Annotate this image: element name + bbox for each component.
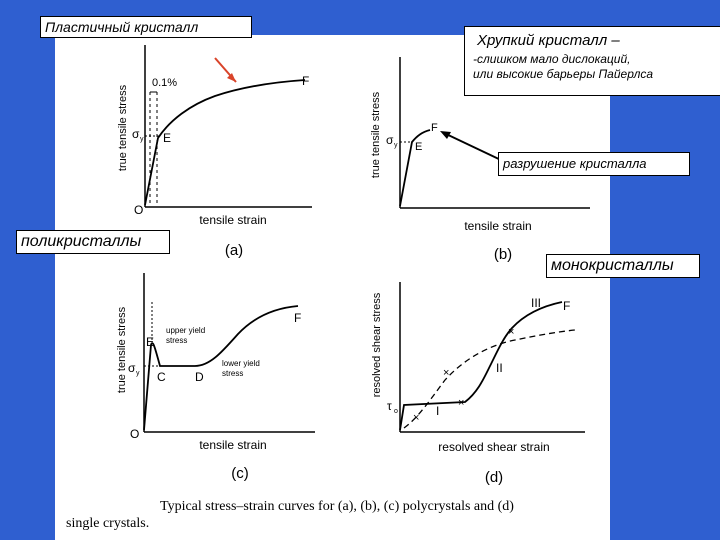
- panel-c-xlabel: tensile strain: [199, 438, 266, 452]
- panel-c-ylabel: true tensile stress: [116, 306, 128, 393]
- panel-b-ylabel: true tensile stress: [370, 91, 382, 178]
- panel-d-cross-1: ×: [413, 412, 419, 424]
- brittle-crystal-line2: или высокие барьеры Пайерлса: [473, 67, 654, 81]
- panel-b-title: (b): [494, 246, 512, 263]
- panel-c-point-f: F: [294, 311, 301, 325]
- panel-d-ylabel: resolved shear stress: [371, 292, 383, 397]
- panel-c-point-e: E: [146, 335, 154, 349]
- panel-d-stage-1: I: [436, 404, 439, 418]
- panel-b-fracture-arrow: [443, 132, 504, 162]
- panel-d-cross-2: ×: [443, 367, 449, 379]
- panel-c: true tensile stress tensile strain (c) u…: [116, 273, 315, 482]
- panel-b-xlabel: tensile strain: [464, 219, 531, 233]
- panel-b-fracture-arrow-head: [440, 131, 451, 139]
- panel-b-point-f: F: [431, 122, 438, 134]
- panel-c-upper-yield-2: stress: [166, 336, 187, 345]
- monocrystals-label: монокристаллы: [546, 254, 700, 278]
- panel-a-sigma-sub: y: [140, 136, 144, 143]
- panel-b-curve: [399, 129, 431, 207]
- panel-c-lower-yield-2: stress: [222, 369, 243, 378]
- panel-a-ylabel: true tensile stress: [117, 84, 129, 171]
- brittle-crystal-box: Хрупкий кристалл – -слишком мало дислока…: [464, 26, 720, 96]
- plastic-crystal-label: Пластичный кристалл: [40, 16, 252, 38]
- panel-d-tau: τ: [387, 399, 392, 413]
- panel-a-title: (a): [225, 242, 243, 259]
- polycrystals-label: поликристаллы: [16, 230, 170, 254]
- panel-a-curve: [144, 79, 306, 206]
- panel-c-sigma-sub: y: [136, 370, 140, 377]
- panel-c-origin: O: [130, 427, 139, 441]
- panel-d-cross-3: ×: [508, 326, 514, 338]
- panel-c-lower-yield-1: lower yield: [222, 359, 260, 368]
- panel-a-point-f: F: [302, 74, 309, 88]
- panel-a-offset-label: 0.1%: [152, 77, 177, 89]
- panel-c-title: (c): [231, 465, 249, 482]
- panel-a-xlabel: tensile strain: [199, 213, 266, 227]
- figure-caption-line2: single crystals.: [66, 516, 150, 531]
- panel-c-upper-yield-1: upper yield: [166, 326, 205, 335]
- panel-d-tau-sub: o: [394, 408, 398, 415]
- panel-b: true tensile stress tensile strain (b) σ…: [370, 57, 590, 263]
- panel-d: × × × × resolved shear stress resolved s…: [371, 282, 585, 486]
- panel-c-sigma: σ: [128, 361, 136, 375]
- fracture-label: разрушение кристалла: [498, 152, 690, 176]
- figure-caption-line1: Typical stress–strain curves for (a), (b…: [160, 499, 514, 514]
- panel-c-point-c: C: [157, 370, 166, 384]
- panel-d-point-f: F: [563, 299, 570, 313]
- panel-a-arrow-head: [227, 73, 236, 82]
- panel-d-dashed-curve: [403, 329, 576, 429]
- panel-a-origin: O: [134, 203, 143, 217]
- panel-a-point-e: E: [163, 131, 171, 145]
- panel-b-point-e: E: [415, 141, 422, 153]
- panel-c-point-d: D: [195, 370, 204, 384]
- panel-a-sigma: σ: [132, 127, 140, 141]
- panel-a: true tensile stress tensile strain (a) 0…: [117, 45, 312, 259]
- brittle-crystal-line1: -слишком мало дислокаций,: [473, 52, 631, 66]
- panel-c-curve: [143, 305, 299, 431]
- panel-d-stage-2: II: [496, 361, 503, 375]
- panel-b-sigma-sub: y: [394, 142, 398, 149]
- figure-sheet: [55, 35, 610, 540]
- panel-d-curve: [399, 301, 563, 431]
- panel-d-title: (d): [485, 469, 503, 486]
- panel-d-xlabel: resolved shear strain: [438, 440, 549, 454]
- panel-d-stage-3: III: [531, 296, 541, 310]
- panel-d-cross-4: ×: [458, 397, 464, 409]
- panel-b-sigma: σ: [386, 133, 394, 147]
- brittle-crystal-title: Хрупкий кристалл –: [477, 32, 620, 49]
